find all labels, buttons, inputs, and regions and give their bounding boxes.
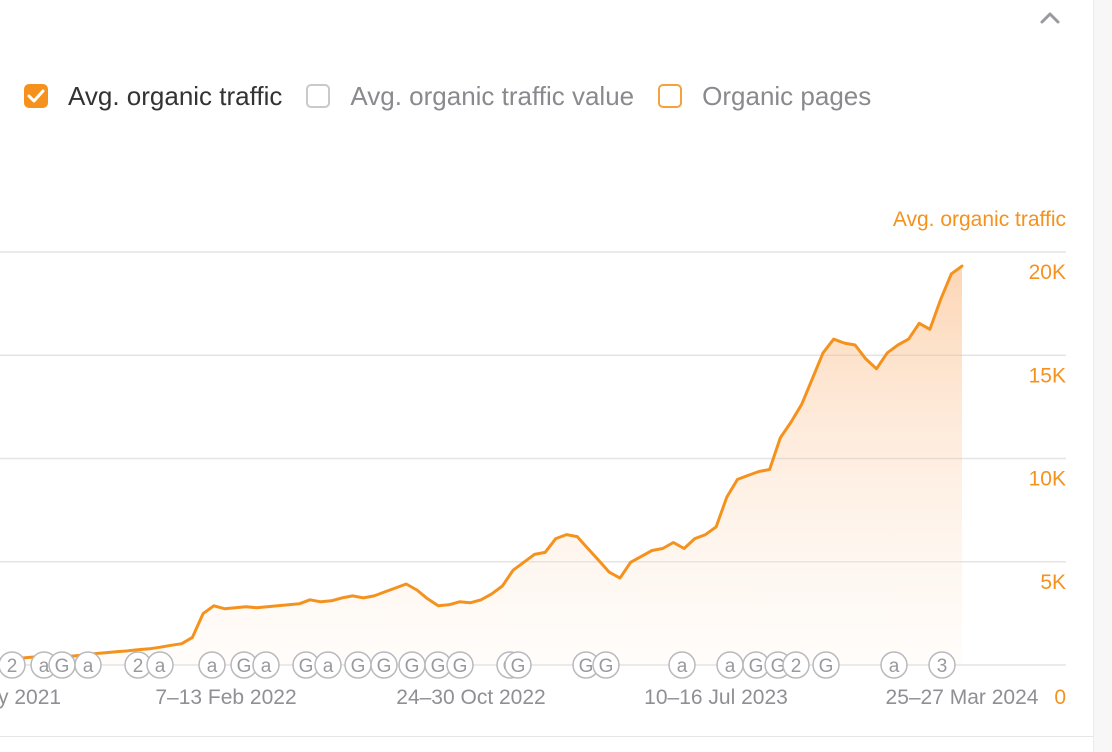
svg-text:G: G <box>579 656 594 677</box>
traffic-line <box>0 264 964 661</box>
legend-label: Avg. organic traffic value <box>350 80 635 111</box>
legend-item-avg-organic-traffic[interactable]: Avg. organic traffic <box>24 81 282 112</box>
svg-text:G: G <box>431 656 446 677</box>
y-tick-label: 5K <box>1040 571 1066 594</box>
event-marker[interactable]: G <box>344 651 372 679</box>
event-marker[interactable]: a <box>880 651 908 679</box>
x-tick-label: 25–27 Mar 2024 <box>886 686 1039 709</box>
svg-text:G: G <box>351 656 366 677</box>
event-marker[interactable]: 3 <box>928 651 956 679</box>
panel-edge <box>1093 0 1112 752</box>
event-marker[interactable]: a <box>74 651 102 679</box>
x-tick-label: 10–16 Jul 2023 <box>644 686 788 709</box>
event-marker[interactable]: G <box>592 651 620 679</box>
y-tick-label: 15K <box>1029 364 1066 387</box>
svg-text:2: 2 <box>7 656 18 677</box>
svg-text:a: a <box>155 656 166 677</box>
event-marker[interactable]: 2 <box>0 651 26 679</box>
svg-text:a: a <box>261 656 272 677</box>
svg-text:G: G <box>237 656 252 677</box>
svg-text:G: G <box>771 656 786 677</box>
svg-text:G: G <box>299 656 314 677</box>
svg-text:G: G <box>405 656 420 677</box>
chevron-up-icon <box>1040 12 1060 24</box>
event-marker[interactable]: G <box>742 651 770 679</box>
svg-text:a: a <box>677 656 688 677</box>
y-tick-label: 0 <box>1054 686 1066 709</box>
event-marker[interactable]: G <box>398 651 426 679</box>
event-marker[interactable]: G <box>572 651 600 679</box>
event-marker[interactable]: a <box>716 651 744 679</box>
event-marker[interactable]: G <box>370 651 398 679</box>
svg-text:G: G <box>453 656 468 677</box>
y-axis-title: Avg. organic traffic <box>893 208 1066 231</box>
legend-item-organic-pages[interactable]: Organic pages <box>658 81 871 112</box>
svg-text:G: G <box>377 656 392 677</box>
y-tick-label: 20K <box>1029 261 1066 284</box>
event-marker[interactable]: a <box>198 651 226 679</box>
avg-organic-traffic-checkbox[interactable] <box>24 84 48 108</box>
svg-text:a: a <box>39 656 50 677</box>
svg-text:G: G <box>749 656 764 677</box>
traffic-chart: 2aGa2aaGaGaGGGGGGGGGaaGG2Ga3 05K10K15K20… <box>0 208 1066 709</box>
x-tick-label: 7–13 Feb 2022 <box>155 686 296 709</box>
y-tick-label: 10K <box>1029 468 1066 491</box>
svg-text:a: a <box>725 656 736 677</box>
traffic-area <box>0 266 962 665</box>
legend-label: Avg. organic traffic <box>68 80 283 111</box>
collapse-button[interactable] <box>1030 0 1070 32</box>
event-marker[interactable]: G <box>812 651 840 679</box>
svg-text:G: G <box>511 656 526 677</box>
checkmark-icon <box>27 89 45 103</box>
event-marker[interactable]: a <box>252 651 280 679</box>
svg-text:a: a <box>889 656 900 677</box>
organic-pages-checkbox[interactable] <box>658 84 683 108</box>
svg-text:a: a <box>323 656 334 677</box>
svg-text:3: 3 <box>937 656 948 677</box>
event-marker[interactable]: a <box>146 651 174 679</box>
x-tick-label: 24–30 Oct 2022 <box>396 686 545 709</box>
event-marker[interactable]: 2 <box>782 651 810 679</box>
legend-label: Organic pages <box>702 80 872 111</box>
event-marker[interactable]: 2 <box>124 651 152 679</box>
svg-text:G: G <box>55 656 70 677</box>
event-marker[interactable]: G <box>504 651 532 679</box>
event-marker[interactable]: G <box>446 651 474 679</box>
avg-organic-traffic-value-checkbox[interactable] <box>306 84 331 108</box>
svg-text:G: G <box>599 656 614 677</box>
svg-text:2: 2 <box>791 656 802 677</box>
svg-text:G: G <box>819 656 834 677</box>
svg-text:a: a <box>83 656 94 677</box>
panel-bottom-divider <box>0 736 1093 737</box>
event-marker[interactable]: a <box>668 651 696 679</box>
event-marker[interactable]: G <box>48 651 76 679</box>
event-marker[interactable]: a <box>314 651 342 679</box>
svg-text:a: a <box>207 656 218 677</box>
x-tick-label: y 2021 <box>0 686 61 709</box>
chart-legend: Avg. organic traffic Avg. organic traffi… <box>24 78 895 114</box>
svg-text:2: 2 <box>133 656 144 677</box>
legend-item-avg-organic-traffic-value[interactable]: Avg. organic traffic value <box>306 81 634 112</box>
